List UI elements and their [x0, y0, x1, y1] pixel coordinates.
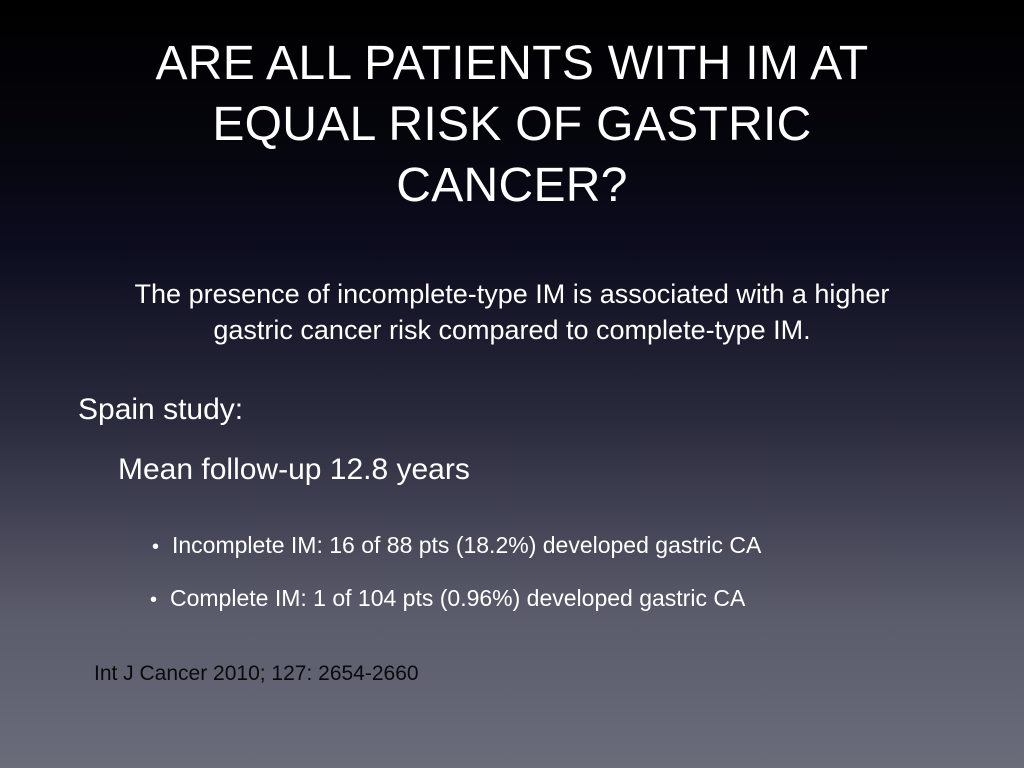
- title-line-2: EQUAL RISK OF GASTRIC: [212, 98, 812, 151]
- study-label: Spain study:: [78, 393, 244, 426]
- slide-title: ARE ALL PATIENTS WITH IM AT EQUAL RISK O…: [40, 33, 984, 216]
- intro-line-1: The presence of incomplete-type IM is as…: [134, 279, 890, 309]
- bullet-incomplete-im: • Incomplete IM: 16 of 88 pts (18.2%) dev…: [152, 530, 761, 562]
- title-line-3: CANCER?: [396, 159, 628, 212]
- title-line-1: ARE ALL PATIENTS WITH IM AT: [155, 37, 869, 90]
- bullet-text: Complete IM: 1 of 104 pts (0.96%) develo…: [170, 585, 746, 611]
- followup-text: Mean follow-up 12.8 years: [118, 453, 470, 486]
- citation: Int J Cancer 2010; 127: 2654-2660: [94, 662, 419, 685]
- bullet-dot-icon: •: [150, 589, 158, 611]
- bullet-text: Incomplete IM: 16 of 88 pts (18.2%) deve…: [172, 532, 762, 558]
- intro-statement: The presence of incomplete-type IM is as…: [20, 276, 1004, 348]
- bullet-complete-im: • Complete IM: 1 of 104 pts (0.96%) devel…: [150, 583, 745, 615]
- intro-line-2: gastric cancer risk compared to complete…: [213, 315, 811, 345]
- bullet-dot-icon: •: [152, 536, 160, 558]
